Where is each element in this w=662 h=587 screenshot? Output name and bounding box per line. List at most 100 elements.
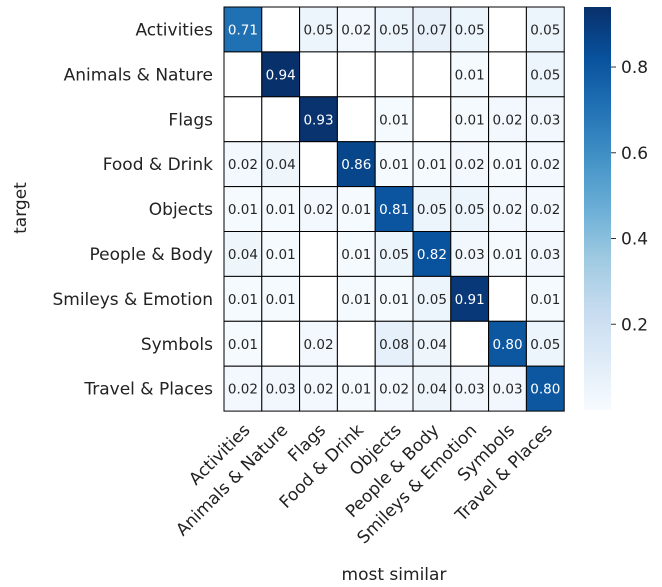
heatmap-cell: [223, 320, 263, 367]
cell-value-label: 0.01: [228, 202, 258, 218]
cell-value-label: 0.01: [379, 292, 409, 308]
cell-value-label: 0.01: [492, 157, 522, 173]
cell-value-label: 0.01: [455, 112, 485, 128]
heatmap-cell: [412, 6, 452, 53]
cell-value-label: 0.02: [530, 157, 560, 173]
cell-value-label: 0.02: [379, 382, 409, 398]
heatmap-cell: [299, 275, 338, 322]
heatmap-cell: [336, 231, 376, 277]
heatmap-cell: [450, 365, 490, 412]
heatmap-cell: [525, 320, 565, 367]
y-axis-label: target: [11, 182, 31, 234]
cell-value-label: 0.01: [417, 157, 447, 173]
y-tick-label: Smileys & Emotion: [52, 290, 213, 310]
heatmap-cell: [412, 96, 452, 143]
cell-value-label: 0.01: [341, 202, 371, 218]
colorbar-tick-label: 0.6: [621, 144, 648, 164]
y-tick-label: People & Body: [90, 245, 213, 265]
cell-value-label: 0.01: [530, 292, 560, 308]
heatmap-cell: [336, 51, 376, 98]
cell-value-label: 0.03: [266, 382, 296, 398]
heatmap-cell: [299, 141, 338, 188]
heatmap-cell: [261, 275, 301, 322]
cell-value-label: 0.05: [417, 292, 447, 308]
cell-value-label: 0.01: [379, 157, 409, 173]
cell-value-label: 0.02: [228, 157, 258, 173]
heatmap-cell: [374, 365, 414, 412]
heatmap-cell: [374, 51, 414, 98]
heatmap-cell: [525, 96, 565, 143]
heatmap-cell: [223, 141, 263, 188]
heatmap-cell: [488, 275, 527, 322]
cell-value-label: 0.01: [266, 292, 296, 308]
y-axis-ticks: Activities Animals & Nature Flags Food & Dr…: [52, 20, 213, 399]
cell-value-label: 0.05: [455, 202, 485, 218]
cell-value-label: 0.01: [492, 247, 522, 263]
heatmap-cell: [412, 231, 452, 277]
y-tick-label: Animals & Nature: [64, 65, 213, 85]
heatmap-cell: [450, 186, 490, 233]
cell-value-label: 0.05: [379, 22, 409, 38]
heatmap-cell: [261, 96, 301, 143]
cell-value-label: 0.04: [417, 337, 447, 353]
cell-value-label: 0.03: [455, 382, 485, 398]
heatmap-cell: [261, 231, 301, 277]
cell-value-label: 0.04: [417, 382, 447, 398]
cell-value-label: 0.01: [266, 202, 296, 218]
heatmap-cell: [450, 320, 490, 367]
heatmap-cell: [412, 365, 452, 412]
heatmap-cell: [336, 186, 376, 233]
cell-value-label: 0.01: [341, 247, 371, 263]
cell-value-label: 0.02: [228, 382, 258, 398]
cell-value-label: 0.81: [379, 202, 409, 218]
heatmap-cell: [299, 365, 338, 412]
cell-value-label: 0.01: [379, 112, 409, 128]
heatmap-cell: [525, 186, 565, 233]
heatmap-cell: [374, 231, 414, 277]
cell-value-label: 0.01: [455, 67, 485, 83]
heatmap-cell: [223, 365, 263, 412]
heatmap-cells: [223, 6, 565, 412]
heatmap-cell: [488, 6, 527, 53]
cell-value-label: 0.05: [530, 67, 560, 83]
heatmap-cell: [450, 275, 490, 322]
heatmap-cell: [374, 320, 414, 367]
cell-value-label: 0.02: [341, 22, 371, 38]
cell-value-label: 0.02: [303, 202, 333, 218]
heatmap-cell: [488, 231, 527, 277]
heatmap-cell: [223, 96, 263, 143]
cell-value-label: 0.03: [530, 112, 560, 128]
cell-value-label: 0.04: [228, 247, 258, 263]
cell-value-label: 0.94: [266, 67, 296, 83]
y-tick-label: Travel & Places: [83, 380, 213, 400]
colorbar-tick-label: 0.2: [621, 315, 648, 335]
cell-value-label: 0.80: [530, 382, 560, 398]
heatmap-cell-labels: 0.71 0.05 0.02 0.05 0.07 0.05 0.05 0.94 0.01 0.05…: [228, 22, 560, 397]
cell-value-label: 0.01: [228, 292, 258, 308]
heatmap-cell: [336, 365, 376, 412]
heatmap-cell: [223, 275, 263, 322]
colorbar-ticks: 0.2 0.4 0.6 0.8: [611, 58, 648, 335]
heatmap-cell: [299, 96, 338, 143]
cell-value-label: 0.86: [341, 157, 371, 173]
y-tick-label: Food & Drink: [103, 155, 213, 175]
heatmap-cell: [412, 51, 452, 98]
colorbar-gradient: [584, 7, 611, 410]
heatmap-cell: [223, 51, 263, 98]
colorbar-tick-label: 0.4: [621, 230, 648, 250]
heatmap-cell: [374, 96, 414, 143]
cell-value-label: 0.03: [530, 247, 560, 263]
cell-value-label: 0.02: [492, 112, 522, 128]
cell-value-label: 0.02: [455, 157, 485, 173]
cell-value-label: 0.01: [341, 292, 371, 308]
cell-value-label: 0.04: [266, 157, 296, 173]
y-tick-label: Objects: [149, 200, 213, 220]
heatmap-cell: [223, 6, 263, 53]
heatmap-cell: [261, 320, 301, 367]
cell-value-label: 0.80: [492, 337, 522, 353]
heatmap-cell: [525, 141, 565, 188]
heatmap-cell: [299, 320, 338, 367]
cell-value-label: 0.05: [455, 22, 485, 38]
